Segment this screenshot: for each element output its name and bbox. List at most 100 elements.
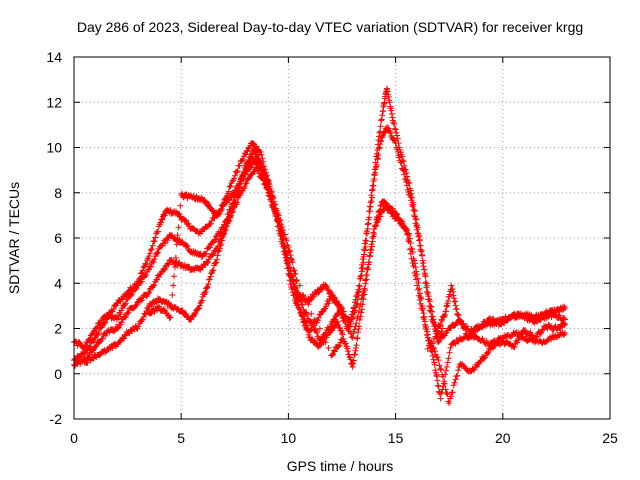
- data-point-interp: [537, 316, 544, 323]
- data-point-interp: [437, 365, 444, 372]
- data-point-interp: [430, 316, 437, 323]
- y-tick-label: 6: [54, 230, 62, 246]
- data-point-interp: [430, 356, 437, 363]
- data-point-interp: [234, 199, 241, 206]
- data-point-interp: [278, 221, 285, 228]
- data-point: [424, 289, 431, 296]
- data-point-interp: [444, 359, 451, 366]
- data-point-interp: [364, 266, 371, 273]
- data-point-interp: [220, 231, 227, 238]
- data-point: [360, 289, 367, 296]
- data-point-interp: [483, 320, 490, 327]
- data-point-interp: [359, 292, 366, 299]
- data-points: [71, 85, 568, 407]
- data-point-interp: [355, 308, 362, 315]
- data-point-interp: [371, 172, 378, 179]
- data-point-interp: [271, 198, 278, 205]
- data-point-interp: [205, 256, 212, 263]
- data-point-interp: [215, 248, 222, 255]
- data-point-interp: [428, 339, 435, 346]
- data-point-interp: [442, 386, 449, 393]
- data-point-interp: [429, 352, 436, 359]
- data-point-interp: [177, 202, 184, 209]
- data-point-interp: [231, 175, 238, 182]
- data-point-interp: [342, 340, 349, 347]
- data-point-interp: [439, 317, 446, 324]
- data-point: [349, 334, 356, 341]
- data-point-interp: [172, 254, 179, 261]
- data-point-interp: [319, 335, 326, 342]
- data-point-interp: [422, 279, 429, 286]
- data-point-interp: [366, 208, 373, 215]
- data-point-interp: [143, 261, 150, 268]
- data-point: [113, 300, 120, 307]
- data-point-interp: [471, 328, 478, 335]
- data-point-interp: [411, 206, 418, 213]
- data-point-interp: [367, 199, 374, 206]
- data-point-interp: [417, 300, 424, 307]
- data-point-interp: [339, 331, 346, 338]
- data-point-interp: [174, 232, 181, 239]
- data-point-interp: [335, 343, 342, 350]
- data-point-interp: [556, 312, 563, 319]
- data-point-interp: [355, 286, 362, 293]
- data-point-interp: [145, 290, 152, 297]
- data-point-interp: [458, 318, 465, 325]
- data-point-interp: [225, 188, 232, 195]
- data-point-interp: [443, 390, 450, 397]
- data-point-interp: [185, 220, 192, 227]
- data-point-interp: [162, 265, 169, 272]
- data-point-interp: [349, 311, 356, 318]
- data-point-interp: [391, 137, 398, 144]
- data-point-interp: [413, 276, 420, 283]
- data-point-interp: [379, 112, 386, 119]
- data-point-interp: [560, 306, 567, 313]
- data-point-interp: [210, 267, 217, 274]
- data-point-interp: [280, 226, 287, 233]
- data-point-interp: [111, 328, 118, 335]
- data-point-interp: [227, 194, 234, 201]
- data-point: [373, 153, 380, 160]
- data-point: [561, 330, 568, 337]
- data-point-interp: [395, 140, 402, 147]
- data-point-interp: [258, 151, 265, 158]
- data-point-interp: [237, 180, 244, 187]
- data-point: [437, 395, 444, 402]
- data-point-interp: [364, 264, 371, 271]
- data-point-interp: [422, 321, 429, 328]
- data-point-interp: [175, 210, 182, 217]
- data-point-interp: [299, 291, 306, 298]
- data-point-interp: [399, 157, 406, 164]
- data-point-interp: [299, 302, 306, 309]
- data-point-interp: [367, 246, 374, 253]
- data-point-interp: [421, 266, 428, 273]
- data-point-interp: [416, 297, 423, 304]
- data-point-interp: [145, 306, 152, 313]
- data-point-interp: [361, 240, 368, 247]
- data-point-interp: [146, 263, 153, 270]
- data-point-interp: [293, 295, 300, 302]
- data-point-interp: [377, 123, 384, 130]
- data-point-interp: [409, 259, 416, 266]
- data-point-interp: [307, 327, 314, 334]
- data-point-interp: [389, 205, 396, 212]
- data-point-interp: [118, 319, 125, 326]
- data-point-interp: [415, 292, 422, 299]
- data-point-interp: [477, 358, 484, 365]
- data-point-interp: [378, 209, 385, 216]
- data-point: [561, 320, 568, 327]
- data-point-interp: [302, 298, 309, 305]
- data-point-interp: [403, 170, 410, 177]
- data-point-interp: [402, 166, 409, 173]
- data-point-interp: [371, 166, 378, 173]
- data-point-interp: [379, 132, 386, 139]
- data-point-interp: [504, 317, 511, 324]
- data-point-interp: [280, 242, 287, 249]
- data-point-interp: [296, 282, 303, 289]
- data-point-interp: [374, 147, 381, 154]
- data-point-interp: [161, 307, 168, 314]
- data-point-interp: [433, 372, 440, 379]
- data-point: [561, 305, 568, 312]
- data-point-interp: [406, 246, 413, 253]
- data-point: [146, 253, 153, 260]
